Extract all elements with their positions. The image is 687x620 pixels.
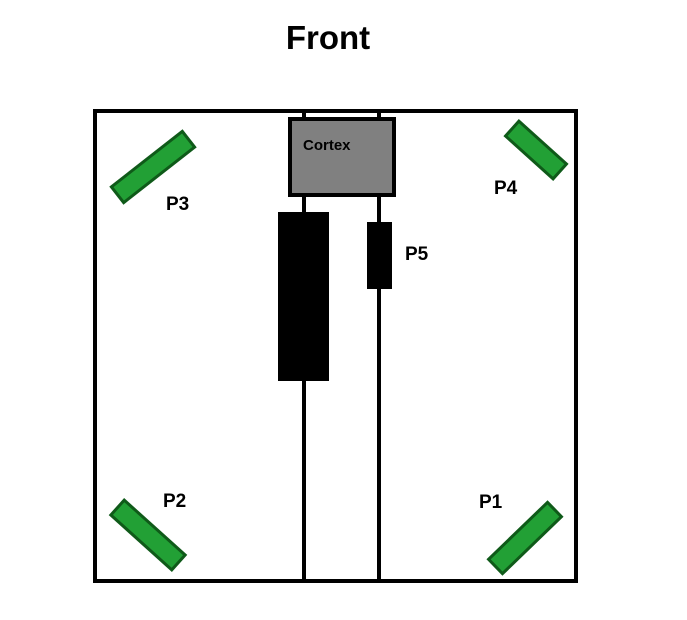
pod-p2 xyxy=(108,498,188,572)
cortex-box xyxy=(288,117,396,197)
label-p5: P5 xyxy=(405,244,429,265)
pod-p1 xyxy=(486,500,564,576)
label-p2: P2 xyxy=(163,491,186,512)
label-p1: P1 xyxy=(479,492,503,513)
large-black-block xyxy=(278,212,329,381)
pod-p3 xyxy=(109,129,197,205)
cortex-label: Cortex xyxy=(303,137,351,154)
label-p4: P4 xyxy=(494,178,518,199)
title-front: Front xyxy=(286,19,370,56)
p5-block xyxy=(367,222,392,289)
label-p3: P3 xyxy=(166,194,189,215)
pod-p4 xyxy=(503,119,569,181)
